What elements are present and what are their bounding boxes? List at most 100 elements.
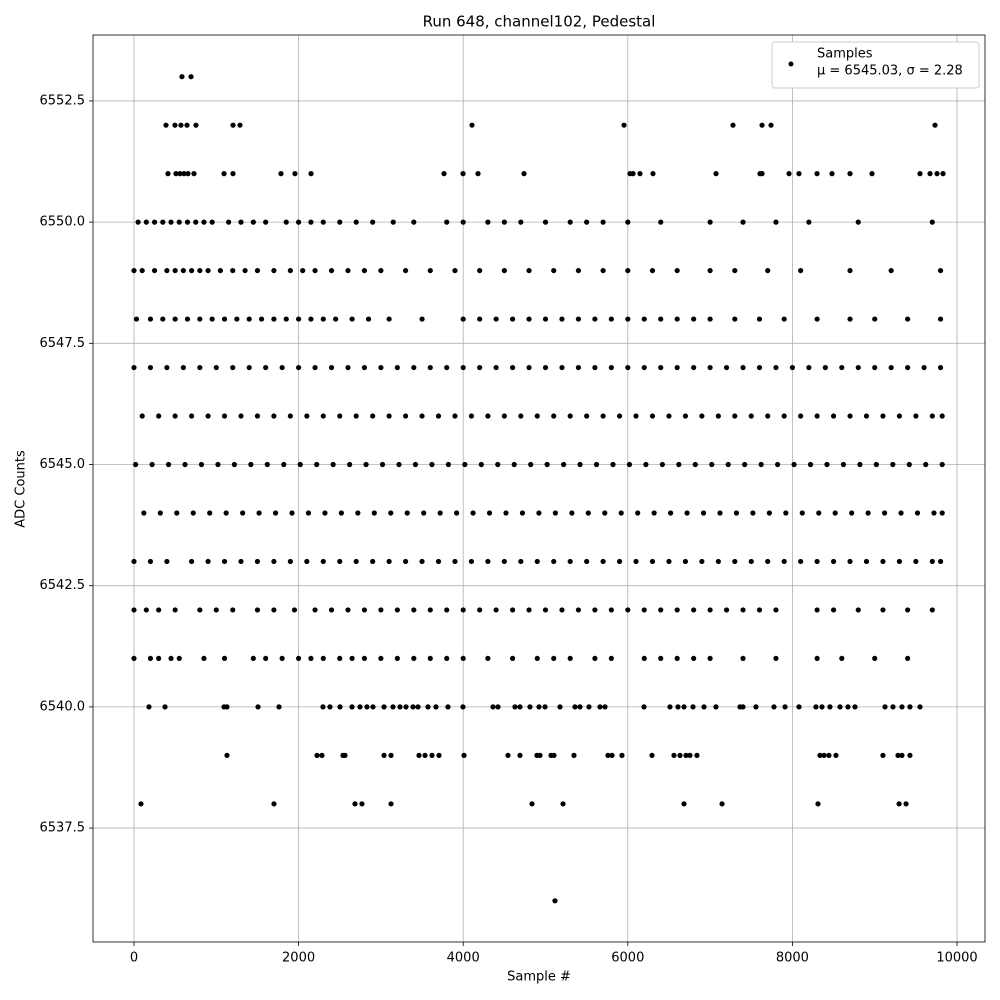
point — [176, 655, 182, 662]
point — [939, 510, 945, 516]
point — [361, 655, 368, 662]
point — [419, 316, 425, 322]
point — [131, 558, 137, 565]
point — [625, 607, 631, 613]
point — [370, 219, 376, 225]
point — [512, 704, 518, 710]
point — [674, 655, 680, 662]
point — [600, 558, 606, 565]
point — [691, 607, 697, 613]
point — [338, 510, 344, 516]
point — [147, 364, 154, 371]
point — [691, 364, 697, 371]
point — [609, 752, 615, 758]
point — [337, 558, 343, 565]
point — [518, 413, 524, 419]
point — [618, 510, 624, 516]
point — [821, 752, 827, 758]
point — [429, 752, 435, 758]
point — [172, 607, 178, 613]
point — [715, 413, 721, 419]
point — [633, 558, 639, 565]
point — [560, 801, 566, 807]
point — [258, 316, 265, 322]
point — [740, 607, 746, 613]
y-tick-label: 6547.5 — [40, 336, 86, 351]
point — [427, 267, 433, 274]
point — [814, 607, 820, 613]
point — [263, 364, 269, 371]
point — [337, 413, 343, 419]
point — [633, 413, 639, 419]
point — [616, 413, 623, 419]
point — [433, 704, 439, 710]
point — [625, 364, 631, 371]
point — [847, 171, 853, 177]
point — [263, 655, 269, 662]
point — [441, 171, 447, 177]
point — [509, 364, 516, 371]
point — [191, 171, 197, 177]
point — [542, 364, 549, 371]
point — [643, 461, 649, 468]
point — [694, 752, 700, 758]
point — [388, 801, 394, 807]
point — [501, 558, 507, 565]
point — [205, 558, 211, 565]
point — [381, 704, 387, 710]
point — [798, 413, 804, 419]
point — [815, 801, 821, 807]
point — [345, 607, 351, 613]
point — [869, 171, 875, 177]
point — [238, 558, 244, 565]
point — [305, 510, 312, 516]
point — [534, 655, 540, 662]
point — [349, 316, 355, 322]
point — [460, 316, 466, 322]
point — [914, 510, 921, 516]
point — [526, 364, 532, 371]
point — [174, 510, 180, 516]
point — [822, 364, 828, 371]
point — [283, 316, 289, 322]
point — [394, 655, 400, 662]
point — [649, 752, 655, 758]
point — [855, 219, 861, 225]
point — [677, 752, 683, 758]
point — [600, 413, 606, 419]
point — [281, 461, 287, 468]
point — [246, 364, 252, 371]
point — [363, 461, 369, 468]
point — [143, 607, 149, 613]
point — [355, 510, 361, 516]
point — [230, 122, 236, 128]
point — [536, 510, 542, 516]
point — [163, 122, 169, 128]
point — [586, 704, 592, 710]
point — [626, 461, 633, 468]
point — [188, 558, 195, 565]
point — [272, 510, 279, 516]
point — [699, 558, 705, 565]
point — [462, 461, 468, 468]
x-tick-label: 0 — [130, 951, 138, 966]
point — [436, 752, 442, 758]
point — [147, 655, 154, 662]
point — [641, 655, 647, 662]
point — [201, 219, 207, 225]
point — [905, 316, 911, 322]
point — [505, 752, 511, 758]
point — [435, 558, 442, 565]
point — [403, 704, 409, 710]
point — [279, 655, 285, 662]
point — [528, 461, 534, 468]
point — [361, 364, 368, 371]
point — [692, 461, 698, 468]
point — [412, 461, 419, 468]
point — [182, 461, 188, 468]
point — [845, 704, 851, 710]
point — [460, 171, 466, 177]
point — [180, 364, 186, 371]
point — [649, 413, 656, 419]
point — [328, 607, 335, 613]
